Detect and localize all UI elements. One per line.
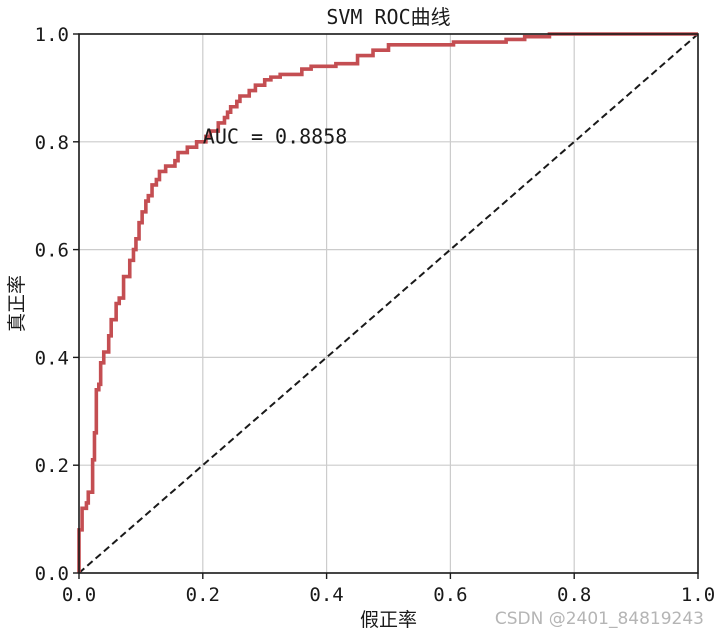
x-tick-label: 0.4 [309, 584, 343, 606]
y-axis-label: 真正率 [6, 275, 28, 332]
x-axis-label: 假正率 [360, 609, 417, 631]
roc-curve [77, 32, 698, 573]
x-tick-label: 0.0 [62, 584, 96, 606]
watermark: CSDN @2401_84819243 [495, 609, 704, 629]
chart-title: SVM ROC曲线 [326, 5, 450, 29]
y-tick-label: 0.2 [35, 455, 69, 477]
y-tick-label: 1.0 [35, 24, 69, 46]
x-tick-label: 1.0 [681, 584, 715, 606]
y-tick-label: 0.6 [35, 240, 69, 262]
random-classifier-diagonal [78, 33, 699, 574]
x-tick-label: 0.2 [186, 584, 220, 606]
y-tick-label: 0.4 [35, 347, 69, 369]
axis-ticks: 0.0 0.2 0.4 0.6 0.8 1.0 0.0 0.2 0.4 0.6 0.8 1.0 [35, 24, 715, 606]
y-tick-label: 0.0 [35, 563, 69, 585]
y-tick-label: 0.8 [35, 132, 69, 154]
auc-annotation: AUC = 0.8858 [203, 124, 347, 148]
x-tick-label: 0.8 [557, 584, 591, 606]
roc-curve-line [77, 32, 698, 573]
x-tick-label: 0.6 [433, 584, 467, 606]
diagonal-line [78, 33, 699, 574]
plot-frame [78, 33, 699, 574]
